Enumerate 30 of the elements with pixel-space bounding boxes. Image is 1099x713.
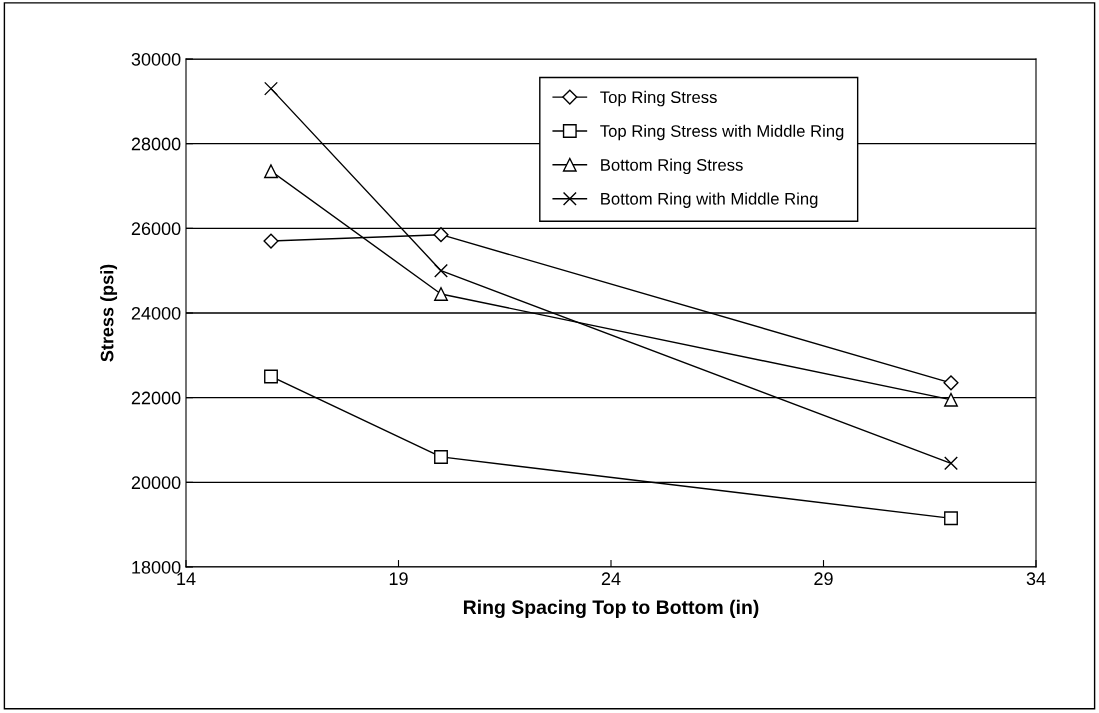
point [943,375,959,391]
y-tick-label: 24000 [131,306,181,320]
x-tick-label: 24 [601,572,621,585]
point [944,392,958,407]
legend-label: Top Ring Stress with Middle Ring [600,124,844,141]
legend-label: Bottom Ring with Middle Ring [601,192,818,208]
point [434,449,448,464]
x-axis-title: Ring Spacing Top to Bottom (in) [463,599,759,619]
y-tick-label: 18000 [132,560,181,574]
y-tick-label: 26000 [131,222,181,236]
legend-label: Top Ring Stress [600,90,717,107]
x-tick-label: 19 [389,572,408,586]
point [264,164,278,179]
y-tick-label: 28000 [131,137,181,151]
point [263,233,279,249]
point [944,456,958,471]
x-tick-label: 14 [177,572,196,585]
x-tick-label: 34 [1026,572,1046,586]
y-axis-title: Stress (psi) [100,264,118,362]
point [944,511,958,526]
point [264,369,278,384]
point [434,263,448,278]
point [264,81,278,96]
x-tick-label: 29 [814,572,833,586]
y-tick-label: 30000 [131,52,181,66]
y-tick-label: 22000 [131,391,181,405]
legend-label: Bottom Ring Stress [601,158,743,175]
point [433,227,449,243]
y-tick-label: 20000 [131,476,181,490]
point [434,287,448,301]
